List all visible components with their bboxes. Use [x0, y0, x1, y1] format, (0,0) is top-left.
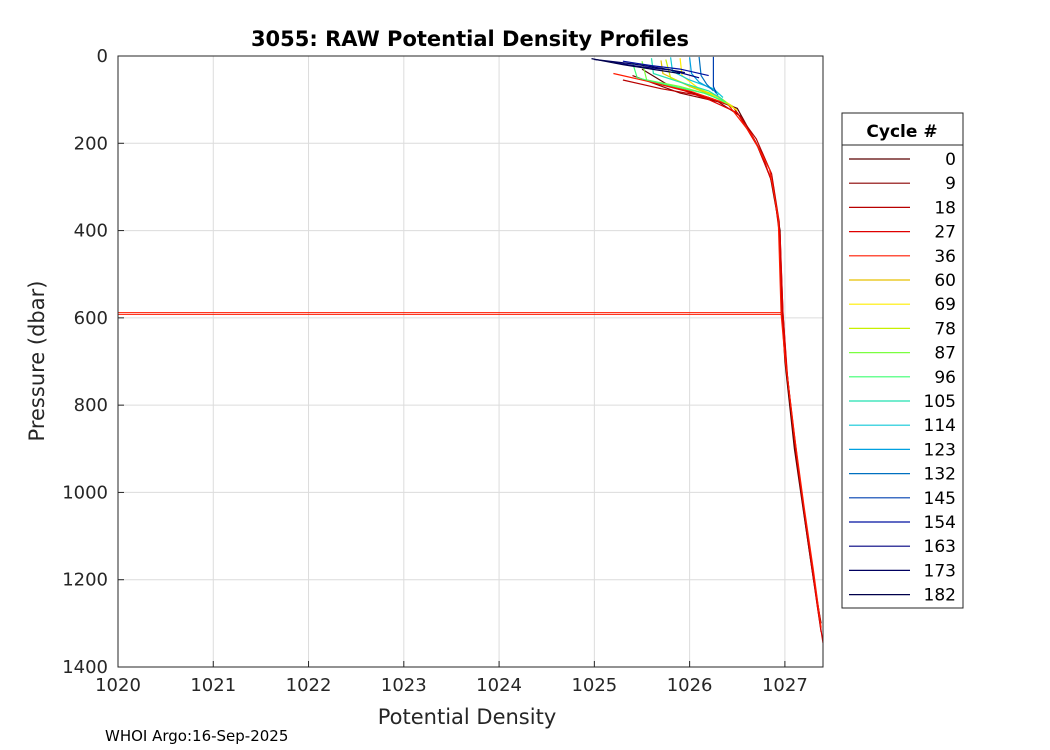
- legend-label-9: 9: [945, 174, 956, 194]
- legend-label-27: 27: [934, 223, 956, 243]
- legend-label-123: 123: [924, 440, 956, 460]
- series-group: [117, 56, 824, 644]
- footer-credit: WHOI Argo:16-Sep-2025: [105, 727, 288, 745]
- legend-label-69: 69: [934, 295, 956, 315]
- legend-label-105: 105: [924, 392, 956, 412]
- y-tick-label: 0: [97, 46, 108, 67]
- series-line-cycle-123: [689, 57, 719, 96]
- chart-title: 3055: RAW Potential Density Profiles: [251, 27, 689, 51]
- legend-title: Cycle #: [866, 122, 937, 142]
- series-line-cycle-173: [594, 58, 686, 74]
- legend-label-163: 163: [924, 537, 956, 557]
- y-tick-label: 600: [74, 308, 108, 329]
- y-tick-label: 1200: [62, 570, 108, 591]
- legend: Cycle # 0 9 18 27 36 60 69 78 87 96 105 114 123 132 14…: [841, 112, 964, 609]
- series-line-cycle-114: [670, 57, 724, 98]
- x-tick-label: 1023: [381, 675, 427, 696]
- legend-label-173: 173: [924, 561, 956, 581]
- legend-label-87: 87: [934, 344, 956, 364]
- series-line-cycle-132: [698, 56, 714, 92]
- legend-label-78: 78: [934, 319, 956, 339]
- x-tick-label: 1027: [762, 675, 808, 696]
- legend-box: [841, 112, 964, 609]
- legend-label-114: 114: [924, 416, 956, 436]
- series-line-cycle-145: [712, 56, 717, 94]
- legend-label-60: 60: [934, 271, 956, 291]
- legend-label-145: 145: [924, 489, 956, 509]
- y-tick-label: 800: [74, 395, 108, 416]
- x-tick-label: 1025: [571, 675, 617, 696]
- x-ticks: 1020 1021 1022 1023 1024 1025 1026 1027: [95, 661, 808, 696]
- x-tick-label: 1022: [286, 675, 332, 696]
- legend-entries: 0 9 18 27 36 60 69 78 87 96 105 114 123 132 145 154 163 1…: [849, 150, 956, 606]
- legend-label-154: 154: [924, 513, 956, 533]
- series-line-cycle-163: [613, 61, 700, 79]
- y-tick-label: 400: [74, 221, 108, 242]
- legend-label-18: 18: [934, 198, 956, 218]
- x-tick-label: 1020: [95, 675, 141, 696]
- legend-label-0: 0: [945, 150, 956, 170]
- plot-area: [118, 56, 823, 667]
- legend-label-96: 96: [934, 368, 956, 388]
- series-line-cycle-182: [591, 58, 681, 75]
- legend-label-36: 36: [934, 247, 956, 267]
- y-tick-label: 1000: [62, 482, 108, 503]
- x-tick-label: 1024: [476, 675, 522, 696]
- series-line-cycle-96: [631, 62, 727, 103]
- x-tick-label: 1026: [667, 675, 713, 696]
- y-axis-label: Pressure (dbar): [25, 281, 49, 442]
- legend-label-182: 182: [924, 586, 956, 606]
- x-tick-label: 1021: [190, 675, 236, 696]
- y-tick-label: 200: [74, 133, 108, 154]
- plot-border: [117, 55, 824, 668]
- series-line-cycle-154: [622, 60, 709, 77]
- y-tick-label: 1400: [62, 657, 108, 678]
- series-line-cycle-36: [613, 72, 822, 628]
- y-ticks: 0 200 400 600 800 1000 1200 1400: [62, 46, 124, 678]
- legend-label-132: 132: [924, 465, 956, 485]
- x-axis-label: Potential Density: [378, 705, 557, 729]
